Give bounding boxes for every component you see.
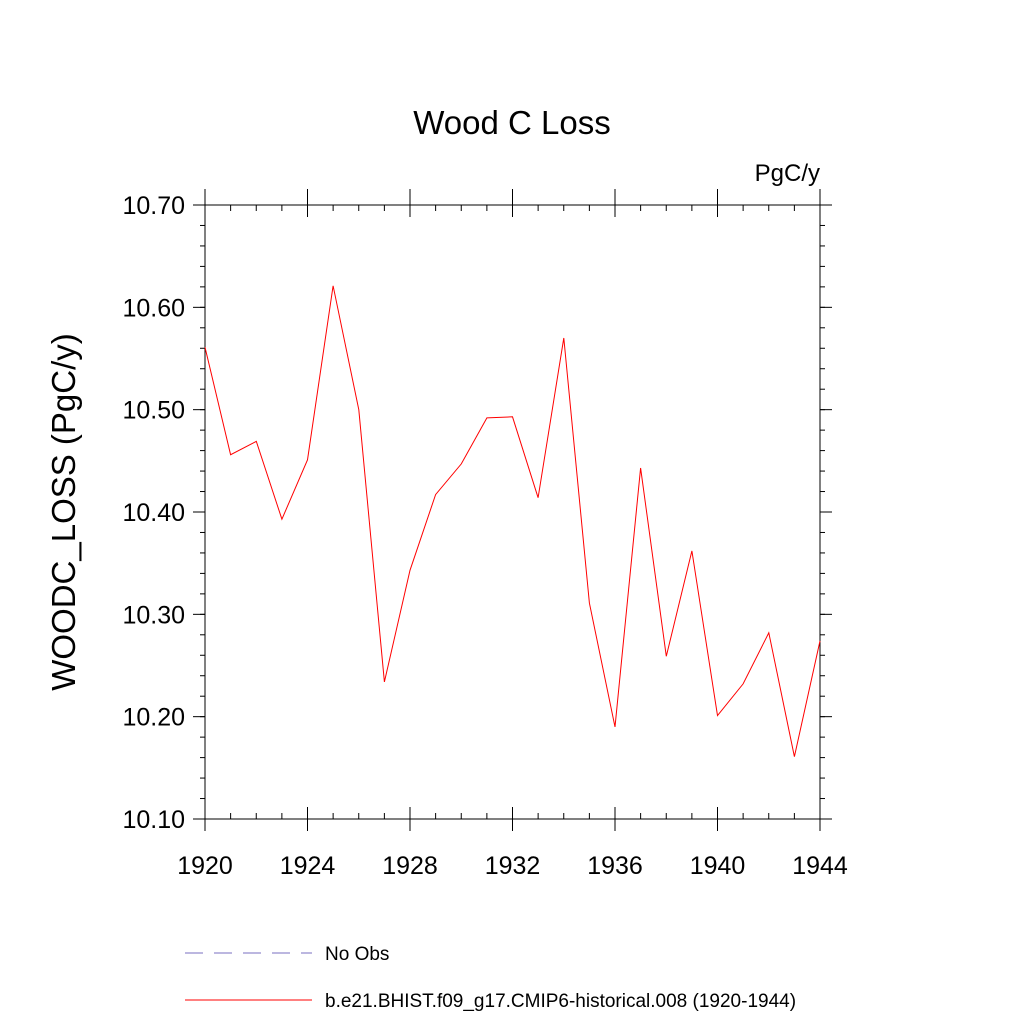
plot-frame (204, 204, 821, 820)
x-tick-label: 1932 (485, 852, 541, 880)
y-tick-label: 10.60 (122, 294, 185, 322)
x-tick-label: 1920 (177, 852, 233, 880)
y-tick-label: 10.10 (122, 806, 185, 834)
y-tick-label: 10.40 (122, 499, 185, 527)
y-tick-label: 10.30 (122, 601, 185, 629)
y-axis-label: WOODC_LOSS (PgC/y) (45, 333, 82, 691)
x-tick-label: 1936 (587, 852, 643, 880)
y-tick-labels: 10.10 10.20 10.30 10.40 10.50 10.60 10.70 (122, 192, 185, 834)
x-tick-labels: 1920 1924 1928 1932 1936 1940 1944 (177, 852, 848, 880)
chart-title: Wood C Loss (413, 104, 610, 141)
x-tick-label: 1924 (280, 852, 336, 880)
series-layer (204, 285, 821, 757)
legend-label-historical: b.e21.BHIST.f09_g17.CMIP6-historical.008… (325, 991, 796, 1012)
y-tick-label: 10.50 (122, 397, 185, 425)
axis-ticks (193, 189, 832, 831)
series-line (204, 285, 821, 757)
x-tick-label: 1940 (690, 852, 746, 880)
x-tick-label: 1928 (382, 852, 438, 880)
legend: No Obs b.e21.BHIST.f09_g17.CMIP6-histori… (185, 944, 796, 1012)
legend-label-no-obs: No Obs (325, 944, 389, 965)
units-label: PgC/y (755, 160, 820, 187)
y-tick-label: 10.70 (122, 192, 185, 220)
y-tick-label: 10.20 (122, 704, 185, 732)
x-tick-label: 1944 (792, 852, 848, 880)
